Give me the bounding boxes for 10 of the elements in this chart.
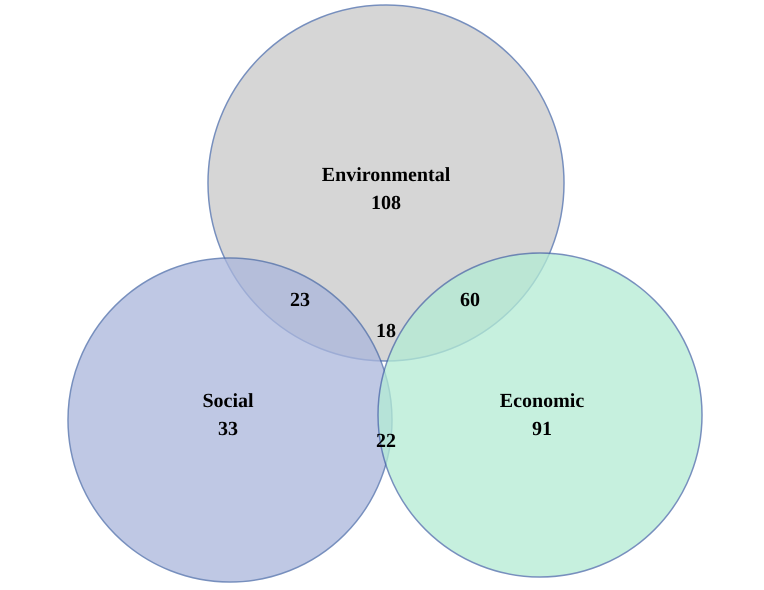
- data-label: 33: [218, 418, 238, 440]
- category-label: Economic: [500, 390, 584, 412]
- text: 18: [376, 320, 396, 342]
- text: 22: [376, 430, 396, 452]
- text: 23: [290, 289, 310, 311]
- category-label: Environmental: [322, 164, 451, 186]
- data-label: 91: [532, 418, 552, 440]
- data-label: 108: [371, 192, 401, 214]
- category-label: Social: [202, 390, 254, 412]
- text: 60: [460, 289, 480, 311]
